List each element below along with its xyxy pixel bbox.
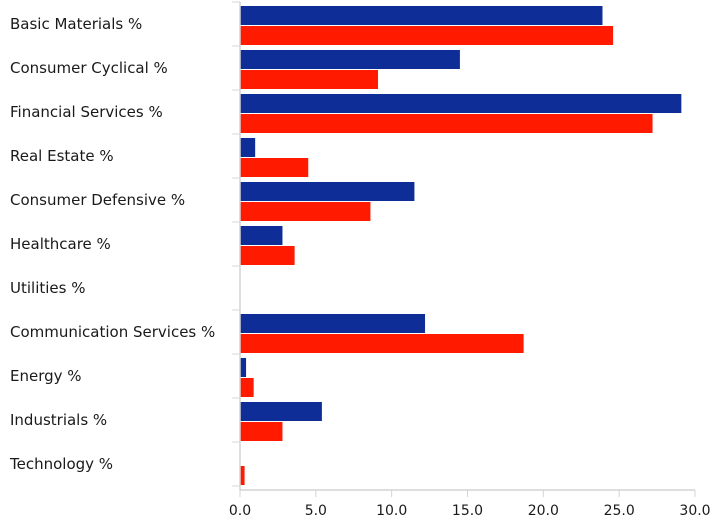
bar-red-2	[240, 114, 653, 133]
bar-blue-1	[240, 50, 460, 69]
bar-blue-4	[240, 182, 415, 201]
bar-red-10	[240, 466, 245, 485]
bar-blue-7	[240, 314, 426, 333]
x-tick-label: 20.0	[528, 503, 559, 519]
bar-red-1	[240, 70, 379, 89]
bar-blue-9	[240, 402, 322, 421]
bars-group	[240, 6, 682, 485]
bar-red-9	[240, 422, 283, 441]
x-tick-label: 30.0	[679, 503, 710, 519]
category-label: Financial Services %	[10, 103, 163, 121]
category-label: Consumer Defensive %	[10, 191, 185, 209]
category-label: Healthcare %	[10, 235, 111, 253]
category-label: Communication Services %	[10, 323, 215, 341]
x-tick-label: 5.0	[305, 503, 327, 519]
category-labels-group: Basic Materials % Consumer Cyclical % Fina…	[9, 15, 215, 473]
bar-red-0	[240, 26, 614, 45]
bar-red-8	[240, 378, 254, 397]
bar-red-7	[240, 334, 524, 353]
category-label: Industrials %	[10, 411, 107, 429]
x-tick-label: 10.0	[376, 503, 407, 519]
bar-blue-2	[240, 94, 682, 113]
bar-red-3	[240, 158, 309, 177]
bar-blue-0	[240, 6, 603, 25]
x-tick-label: 15.0	[452, 503, 483, 519]
category-label: Utilities %	[10, 279, 85, 297]
category-ticks-group	[232, 1, 240, 487]
bar-blue-5	[240, 226, 283, 245]
category-label: Basic Materials %	[10, 15, 142, 33]
bar-red-4	[240, 202, 371, 221]
category-label: Technology %	[9, 455, 113, 473]
category-label: Energy %	[10, 367, 82, 385]
category-label: Consumer Cyclical %	[10, 59, 168, 77]
bar-blue-3	[240, 138, 256, 157]
x-tick-label: 25.0	[604, 503, 635, 519]
x-tick-label: 0.0	[229, 503, 251, 519]
axis-group: 0.0 5.0 10.0 15.0 20.0 25.0 30.0	[229, 2, 711, 519]
bar-blue-8	[240, 358, 247, 377]
bar-red-5	[240, 246, 295, 265]
category-label: Real Estate %	[10, 147, 114, 165]
